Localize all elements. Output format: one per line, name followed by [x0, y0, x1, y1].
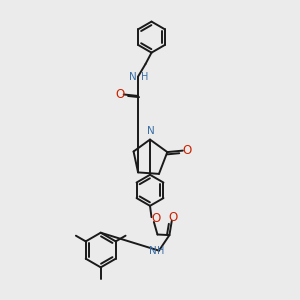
Text: H: H — [157, 246, 164, 256]
Text: O: O — [182, 144, 192, 157]
Text: O: O — [116, 88, 125, 101]
Text: N: N — [147, 126, 155, 136]
Text: O: O — [152, 212, 161, 225]
Text: N: N — [148, 246, 156, 256]
Text: O: O — [169, 211, 178, 224]
Text: H: H — [141, 72, 148, 82]
Text: N: N — [129, 72, 137, 82]
